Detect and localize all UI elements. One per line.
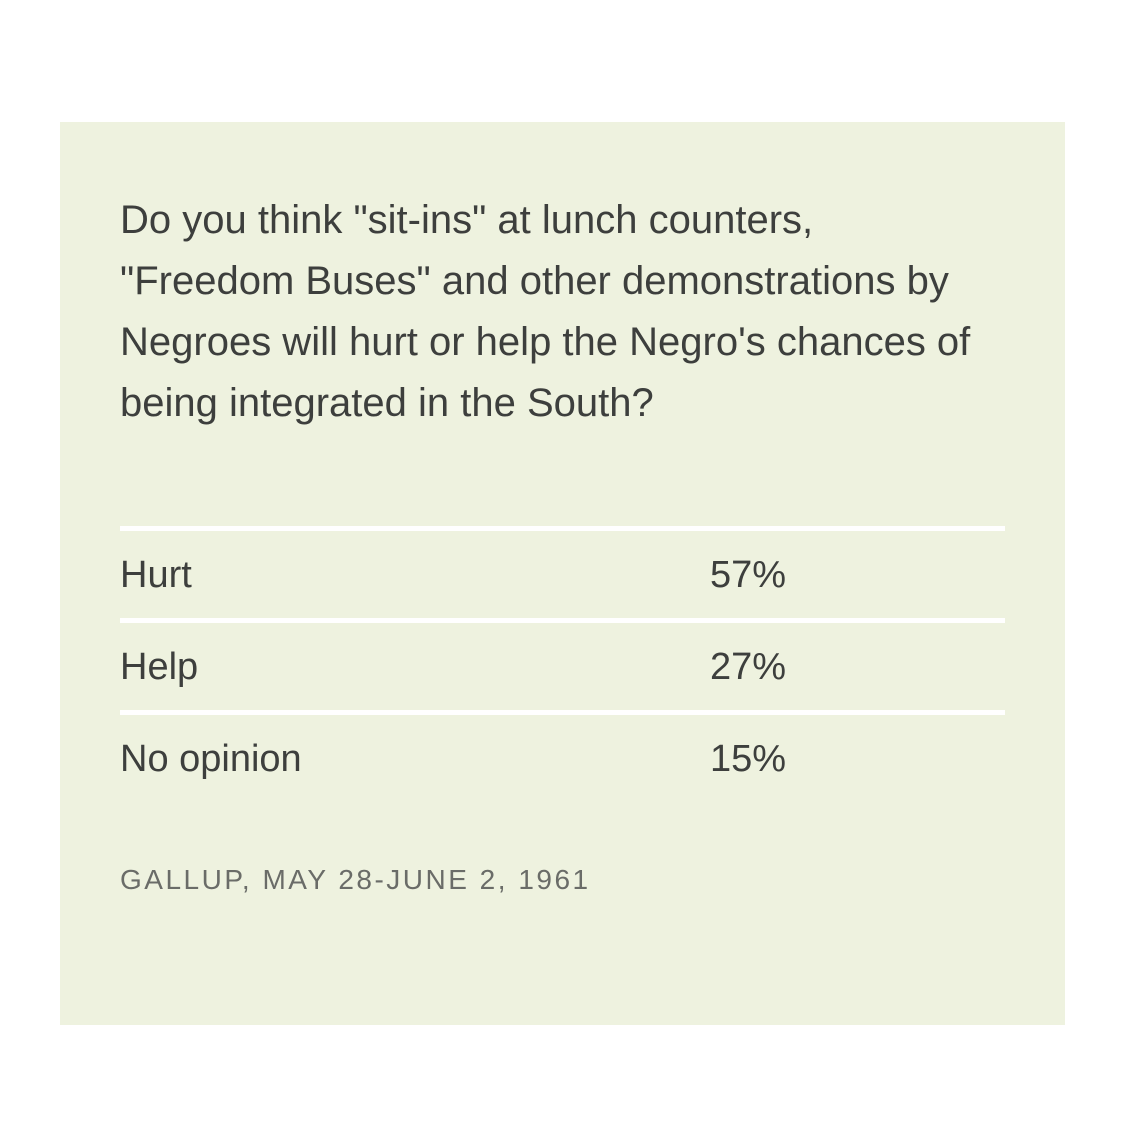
- result-value: 57%: [710, 554, 787, 596]
- result-value: 27%: [710, 646, 787, 688]
- result-row-help: Help 27%: [120, 618, 1005, 710]
- result-label: Hurt: [120, 554, 192, 596]
- poll-question: Do you think "sit-ins" at lunch counters…: [120, 198, 971, 425]
- result-row-hurt: Hurt 57%: [120, 526, 1005, 618]
- result-row-no-opinion: No opinion 15%: [120, 710, 1005, 802]
- result-label: Help: [120, 646, 199, 688]
- result-value: 15%: [710, 738, 787, 780]
- result-label: No opinion: [120, 738, 302, 780]
- results-table: Hurt 57% Help 27% No opinion 15%: [120, 526, 1005, 802]
- poll-card: Do you think "sit-ins" at lunch counters…: [60, 122, 1065, 1025]
- source-citation: GALLUP, MAY 28-JUNE 2, 1961: [120, 864, 591, 895]
